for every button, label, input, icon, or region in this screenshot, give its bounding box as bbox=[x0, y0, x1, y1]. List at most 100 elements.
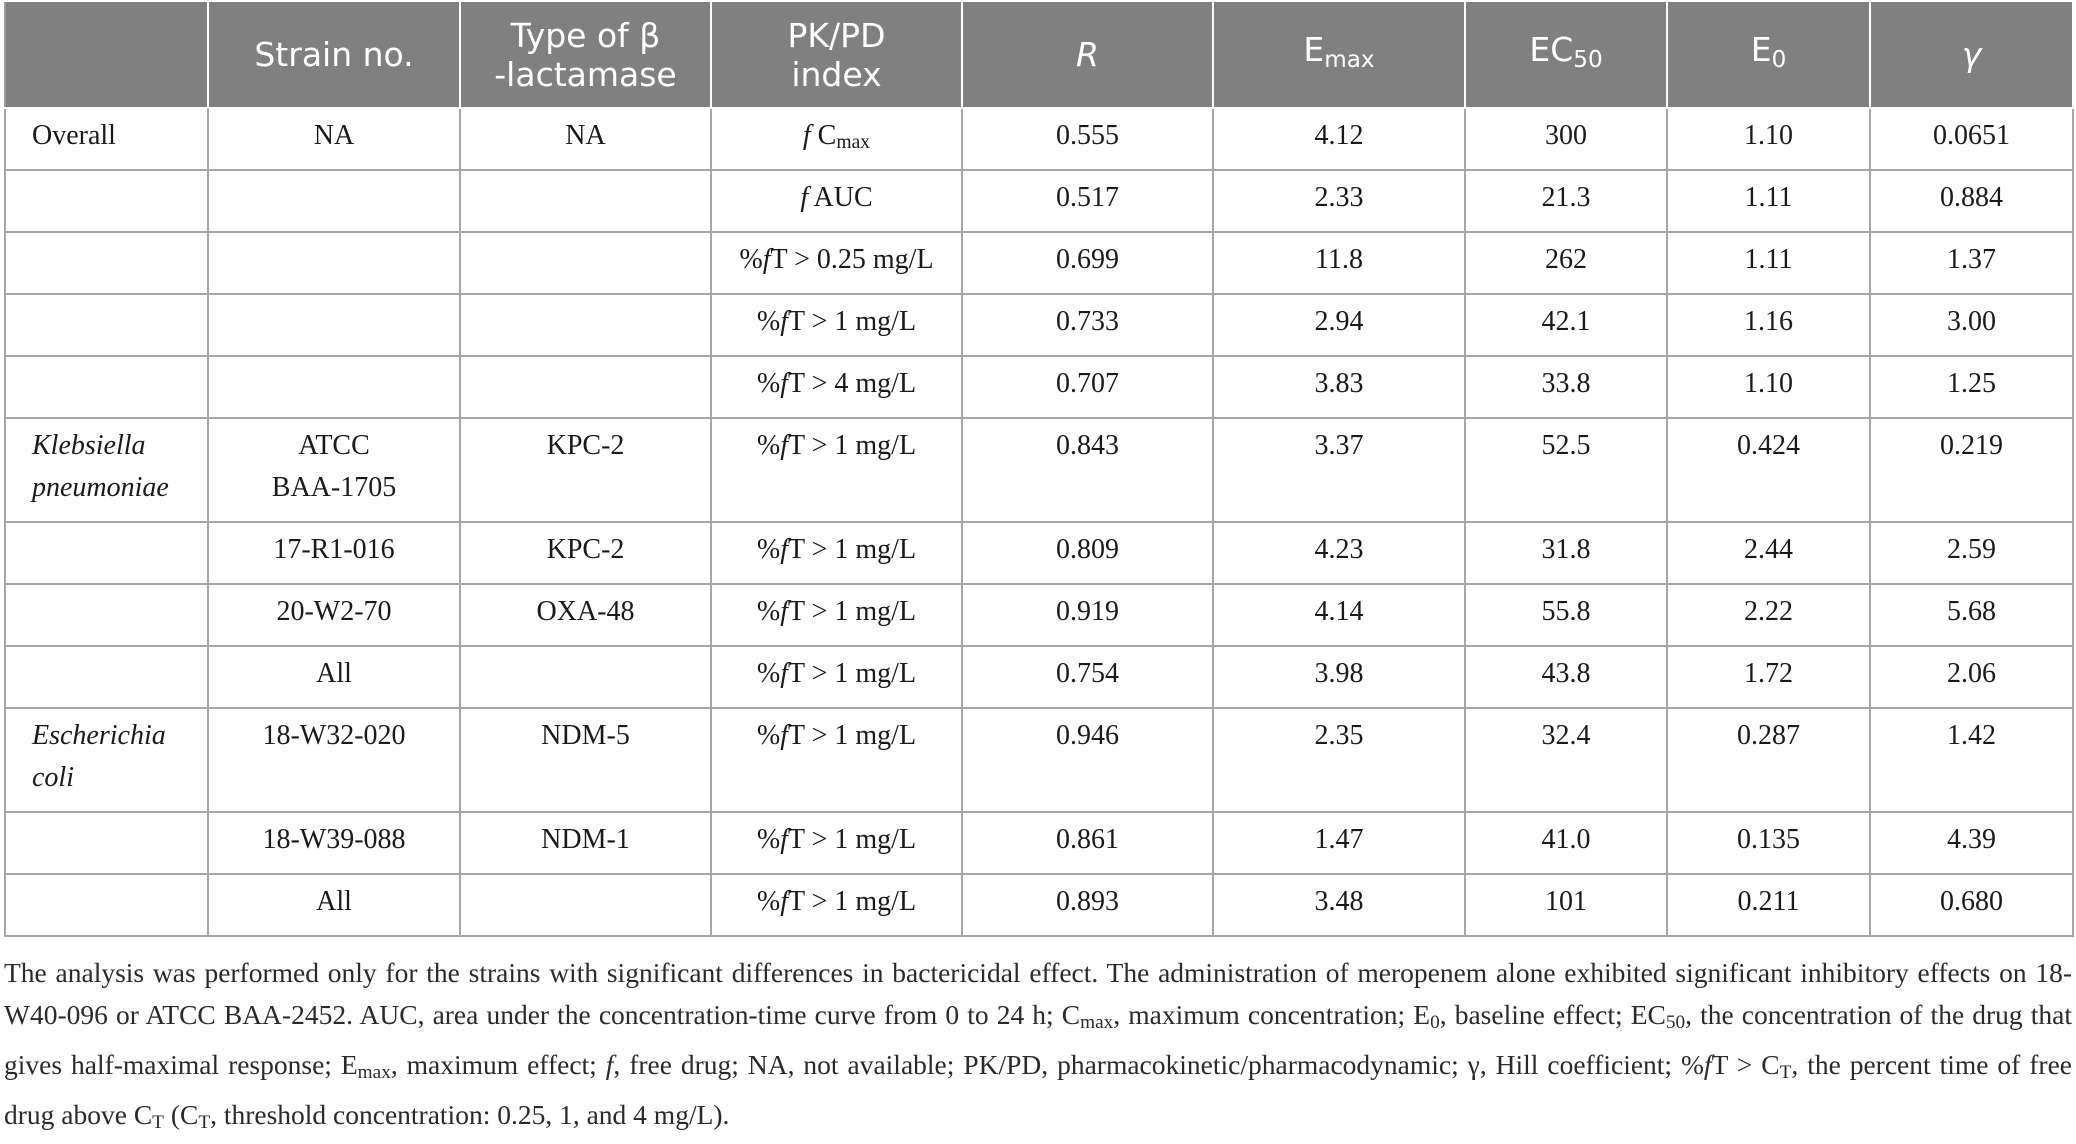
cell-strain bbox=[207, 293, 461, 357]
index-part-c: T > 1 mg/L bbox=[788, 824, 917, 855]
index-subscript: max bbox=[836, 131, 871, 153]
cell-beta-lactamase: KPC-2 bbox=[459, 521, 712, 585]
cell-group bbox=[4, 645, 209, 709]
cell-ec50: 21.3 bbox=[1464, 169, 1668, 233]
cell-group: Klebsiella pneumoniae bbox=[4, 417, 209, 523]
cell-gamma: 1.42 bbox=[1869, 707, 2074, 813]
footnote-text: , free drug; NA, not available; PK/PD, p… bbox=[613, 1048, 1704, 1080]
cell-pkpd-index: %fT > 1 mg/L bbox=[710, 707, 963, 813]
cell-r: 0.699 bbox=[961, 231, 1214, 295]
cell-beta-lactamase bbox=[459, 293, 712, 357]
footnote-sub: max bbox=[357, 1061, 391, 1083]
footnote-text: (C bbox=[163, 1098, 199, 1130]
index-part-c: T > 0.25 mg/L bbox=[770, 244, 934, 275]
cell-strain: 17-R1-016 bbox=[207, 521, 461, 585]
footnote-text: , maximum concentration; E bbox=[1113, 999, 1431, 1030]
cell-ec50: 55.8 bbox=[1464, 583, 1668, 647]
cell-beta-lactamase bbox=[459, 231, 712, 295]
header-strain: Strain no. bbox=[207, 0, 461, 109]
cell-ec50: 41.0 bbox=[1464, 811, 1668, 875]
cell-emax: 3.98 bbox=[1212, 645, 1466, 709]
cell-e0: 1.10 bbox=[1666, 107, 1871, 171]
cell-ec50: 42.1 bbox=[1464, 293, 1668, 357]
footnote-text: , baseline effect; EC bbox=[1439, 999, 1666, 1030]
index-part-c: T > 1 mg/L bbox=[788, 430, 917, 461]
cell-group bbox=[4, 811, 209, 875]
cell-group bbox=[4, 873, 209, 937]
footnote-sub: T bbox=[198, 1111, 211, 1133]
cell-e0: 1.10 bbox=[1666, 355, 1871, 419]
cell-gamma: 5.68 bbox=[1869, 583, 2074, 647]
footnote-sub: 0 bbox=[1430, 1011, 1440, 1033]
cell-pkpd-index: f Cmax bbox=[710, 107, 963, 171]
cell-e0: 1.11 bbox=[1666, 169, 1871, 233]
header-emax-base: E bbox=[1303, 29, 1325, 69]
strain-line1: 18-W32-020 bbox=[262, 720, 406, 751]
cell-e0: 1.16 bbox=[1666, 293, 1871, 357]
table-row: 20-W2-70 OXA-48 %fT > 1 mg/L 0.919 4.14 55.8 2… bbox=[4, 583, 2074, 647]
table-row: %fT > 0.25 mg/L 0.699 11.8 262 1.11 1.37 bbox=[4, 231, 2074, 295]
cell-ec50: 31.8 bbox=[1464, 521, 1668, 585]
index-part-b: f bbox=[780, 596, 789, 627]
cell-strain: 18-W39-088 bbox=[207, 811, 461, 875]
cell-e0: 0.424 bbox=[1666, 417, 1871, 523]
cell-gamma: 0.884 bbox=[1869, 169, 2074, 233]
cell-strain bbox=[207, 355, 461, 419]
header-pkpd-index: PK/PD index bbox=[710, 0, 963, 109]
index-part-c: T > 4 mg/L bbox=[788, 368, 917, 399]
cell-beta-lactamase bbox=[459, 169, 712, 233]
cell-gamma: 3.00 bbox=[1869, 293, 2074, 357]
index-part-a: % bbox=[756, 886, 781, 917]
cell-strain: All bbox=[207, 873, 461, 937]
cell-emax: 4.12 bbox=[1212, 107, 1466, 171]
header-beta-line1: Type of β bbox=[510, 15, 661, 55]
index-part-a: f bbox=[800, 182, 809, 213]
table-row: 18-W39-088 NDM-1 %fT > 1 mg/L 0.861 1.47 41.0… bbox=[4, 811, 2074, 875]
index-part-c: T > 1 mg/L bbox=[788, 534, 917, 565]
cell-strain: 20-W2-70 bbox=[207, 583, 461, 647]
strain-line1: 17-R1-016 bbox=[273, 534, 395, 565]
cell-emax: 2.35 bbox=[1212, 707, 1466, 813]
footnote-italic: f bbox=[1703, 1048, 1712, 1080]
cell-emax: 2.94 bbox=[1212, 293, 1466, 357]
cell-beta-lactamase: NDM-1 bbox=[459, 811, 712, 875]
cell-group: Escherichia coli bbox=[4, 707, 209, 813]
strain-line2: BAA-1705 bbox=[271, 472, 397, 503]
header-r-symbol: R bbox=[1076, 35, 1099, 74]
cell-emax: 1.47 bbox=[1212, 811, 1466, 875]
cell-group: Overall bbox=[4, 107, 209, 171]
cell-pkpd-index: %fT > 1 mg/L bbox=[710, 811, 963, 875]
strain-line1: NA bbox=[313, 120, 355, 151]
cell-r: 0.733 bbox=[961, 293, 1214, 357]
cell-group bbox=[4, 355, 209, 419]
cell-pkpd-index: %fT > 1 mg/L bbox=[710, 293, 963, 357]
cell-gamma: 2.59 bbox=[1869, 521, 2074, 585]
cell-ec50: 300 bbox=[1464, 107, 1668, 171]
footnote-text: , threshold concentration: 0.25, 1, and … bbox=[210, 1098, 730, 1130]
table-row: %fT > 4 mg/L 0.707 3.83 33.8 1.10 1.25 bbox=[4, 355, 2074, 419]
cell-gamma: 1.25 bbox=[1869, 355, 2074, 419]
index-part-a: % bbox=[756, 306, 781, 337]
index-part-a: % bbox=[756, 430, 781, 461]
index-part-b: f bbox=[780, 534, 789, 565]
index-part-b: f bbox=[780, 368, 789, 399]
cell-r: 0.893 bbox=[961, 873, 1214, 937]
cell-strain: ATCC BAA-1705 bbox=[207, 417, 461, 523]
cell-ec50: 52.5 bbox=[1464, 417, 1668, 523]
index-part-c: T > 1 mg/L bbox=[788, 596, 917, 627]
strain-line1: All bbox=[316, 658, 352, 689]
header-beta-lactamase: Type of β -lactamase bbox=[459, 0, 712, 109]
index-part-a: % bbox=[739, 244, 763, 275]
index-part-c: T > 1 mg/L bbox=[788, 306, 917, 337]
cell-e0: 0.211 bbox=[1666, 873, 1871, 937]
cell-beta-lactamase bbox=[459, 355, 712, 419]
group-line1: Klebsiella bbox=[32, 430, 146, 461]
cell-beta-lactamase bbox=[459, 873, 712, 937]
header-blank bbox=[4, 0, 209, 109]
index-part-b: f bbox=[780, 658, 789, 689]
cell-group bbox=[4, 231, 209, 295]
footnote-italic: f bbox=[605, 1048, 614, 1080]
footnote-text: The analysis was performed only for the … bbox=[4, 957, 2072, 1030]
footnote-sub: T bbox=[152, 1111, 164, 1133]
index-part-c: T > 1 mg/L bbox=[788, 658, 917, 689]
